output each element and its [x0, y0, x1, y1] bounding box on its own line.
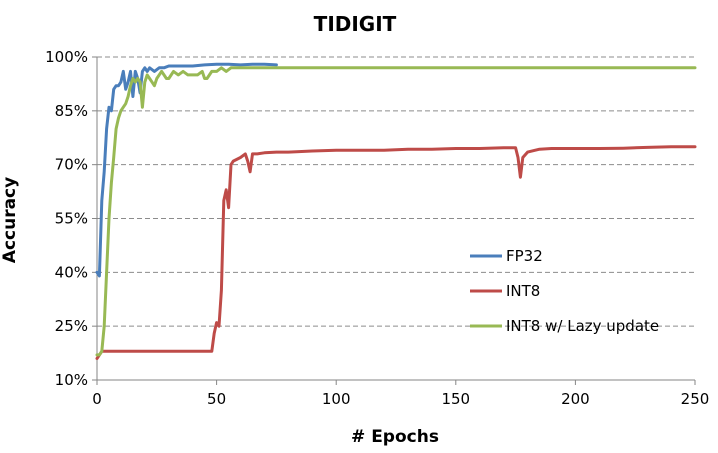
x-axis-title: # Epochs: [351, 427, 439, 447]
legend-label: FP32: [506, 247, 543, 265]
x-tick-label: 150: [441, 390, 470, 408]
legend: FP32 INT8 INT8 w/ Lazy update: [470, 247, 659, 335]
series-line-fp32: [95, 62, 278, 278]
y-tick-label: 10%: [55, 371, 88, 389]
x-tick-label: 200: [561, 390, 590, 408]
legend-label: INT8: [506, 282, 540, 300]
x-tick-label: 250: [681, 390, 710, 408]
legend-label: INT8 w/ Lazy update: [506, 317, 659, 335]
x-tick-label: 100: [322, 390, 351, 408]
x-tick-label: 0: [92, 390, 102, 408]
y-tick-labels: 10% 25% 40% 55% 70% 85% 100%: [45, 48, 88, 389]
y-tick-label: 85%: [55, 102, 88, 120]
x-tick-label: 50: [207, 390, 226, 408]
series-line-int8: [95, 145, 697, 360]
y-tick-label: 70%: [55, 156, 88, 174]
chart-title: TIDIGIT: [314, 12, 397, 36]
y-tick-label: 100%: [45, 48, 88, 66]
y-axis-title: Accuracy: [0, 177, 20, 263]
y-tick-label: 40%: [55, 263, 88, 281]
series-line-int8-w-lazy-update: [95, 66, 697, 357]
gridlines: [97, 56, 695, 327]
series-lines: [95, 62, 697, 360]
x-tick-labels: 0 50 100 150 200 250: [92, 390, 709, 408]
y-tick-label: 25%: [55, 317, 88, 335]
y-tick-label: 55%: [55, 210, 88, 228]
axes: [92, 56, 696, 385]
